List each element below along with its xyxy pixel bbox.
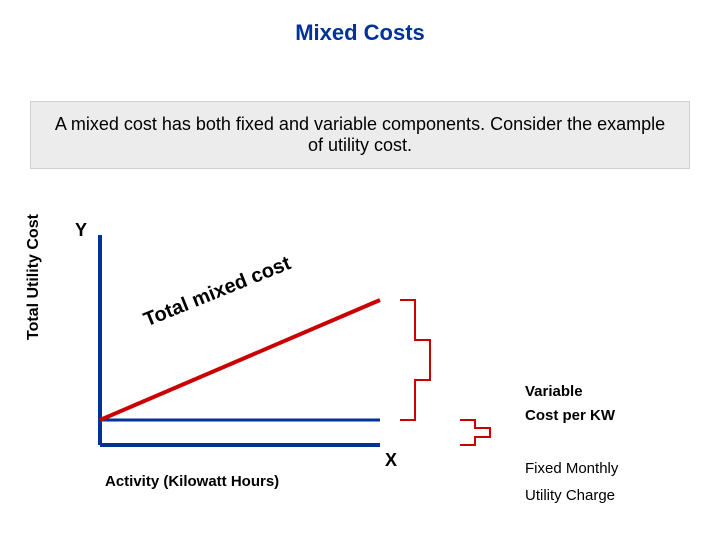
legend-fixed: Fixed Monthly Utility Charge (525, 455, 618, 509)
legend-variable-line2: Cost per KW (525, 404, 615, 428)
legend-variable-line1: Variable (525, 380, 615, 404)
variable-bracket (400, 300, 430, 420)
description-box: A mixed cost has both fixed and variable… (30, 101, 690, 169)
legend-fixed-line2: Utility Charge (525, 482, 618, 509)
chart-area: Y Total Utility Cost Total mixed cost X … (60, 225, 660, 515)
y-axis-label: Total Utility Cost (25, 214, 43, 340)
mixed-cost-line (100, 300, 380, 420)
page-title: Mixed Costs (0, 0, 720, 46)
legend-variable: Variable Cost per KW (525, 380, 615, 428)
x-axis-label: Activity (Kilowatt Hours) (105, 473, 279, 490)
x-axis-letter: X (385, 450, 397, 471)
fixed-bracket (460, 420, 490, 445)
legend-fixed-line1: Fixed Monthly (525, 455, 618, 482)
